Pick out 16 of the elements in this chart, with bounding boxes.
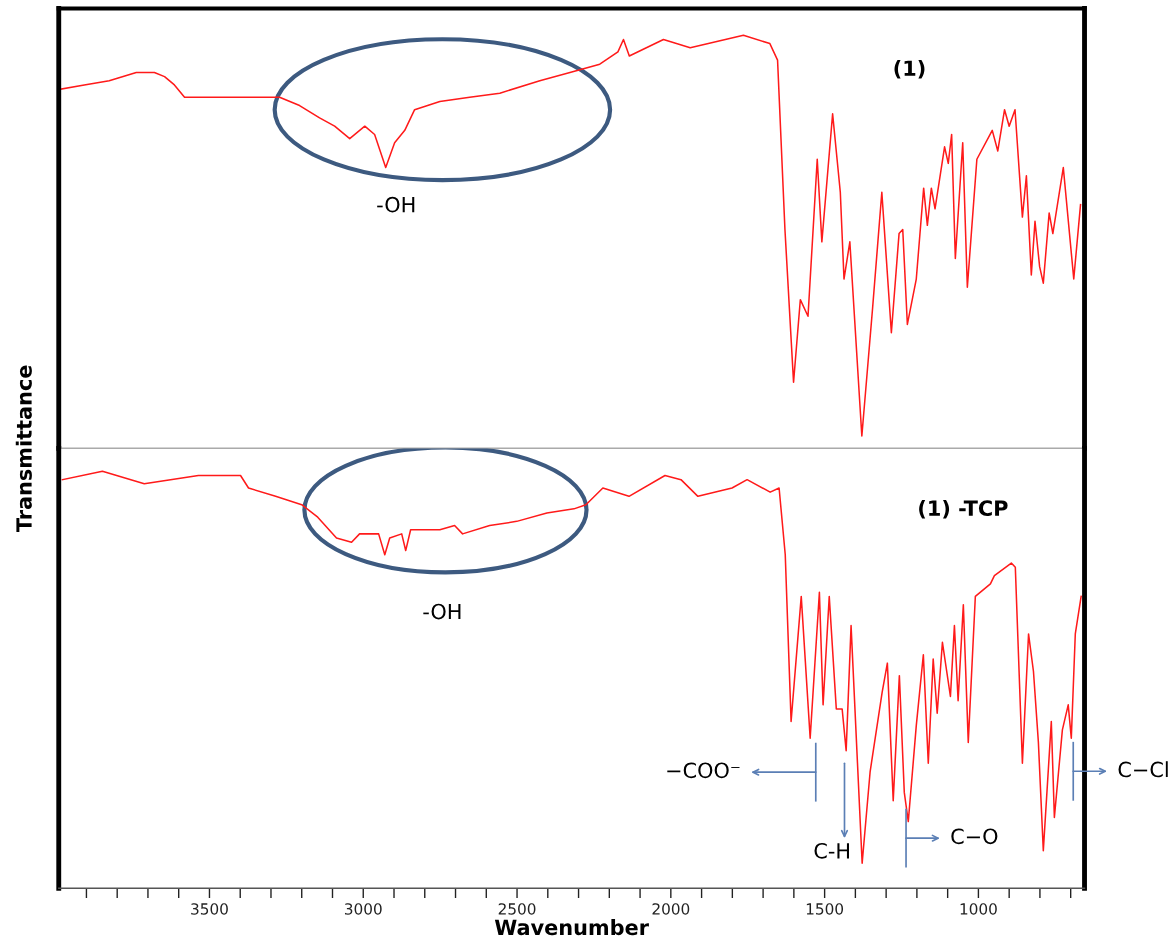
x-tick-label: 1500 (806, 903, 844, 915)
annotation: C−O (951, 828, 998, 845)
annotation: (1) (894, 60, 925, 79)
x-axis-title: Wavenumber (494, 919, 649, 936)
x-tick-label: 3500 (191, 903, 228, 915)
y-axis-title: Transmittance (15, 365, 32, 533)
x-tick-label: 2500 (498, 903, 536, 915)
text: C−Cl (1118, 761, 1168, 778)
annotation: (1) -TCP (919, 499, 1008, 519)
x-tick-label: 1000 (960, 903, 997, 915)
annotation: C-H (814, 842, 849, 859)
x-tick-label: 3000 (344, 903, 382, 915)
annotation: -OH (423, 603, 461, 620)
annotation: −COO⁻ (667, 762, 740, 779)
x-tick-label: 2000 (652, 903, 690, 915)
annotation: -OH (377, 196, 415, 213)
